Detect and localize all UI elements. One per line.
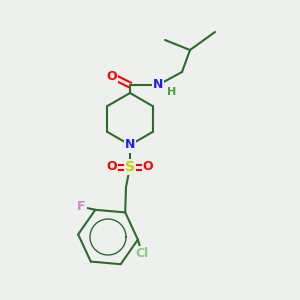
Text: S: S bbox=[125, 160, 135, 174]
Text: Cl: Cl bbox=[135, 247, 148, 260]
Text: O: O bbox=[107, 70, 117, 83]
Text: N: N bbox=[125, 139, 135, 152]
Text: O: O bbox=[143, 160, 153, 173]
Text: O: O bbox=[107, 160, 117, 173]
Text: N: N bbox=[153, 79, 163, 92]
Text: F: F bbox=[77, 200, 86, 213]
Text: H: H bbox=[167, 87, 177, 97]
